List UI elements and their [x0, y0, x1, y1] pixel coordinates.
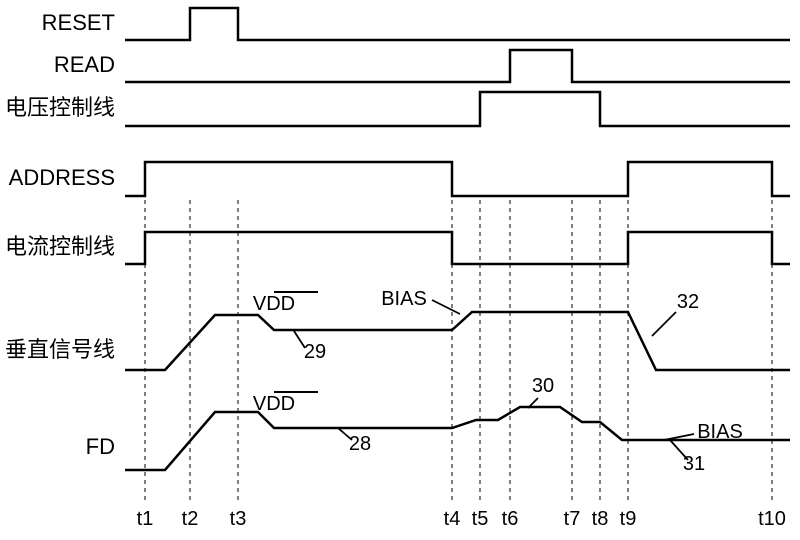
label-ICTRL: 电流控制线: [5, 234, 115, 259]
ann-VDD: VDD: [253, 393, 295, 415]
ann-29: 29: [304, 341, 326, 363]
label-FD: FD: [86, 434, 115, 459]
wave-ICTRL: [125, 232, 790, 264]
leader-0: [432, 300, 460, 314]
ann-32: 32: [677, 291, 699, 313]
ann-BIAS: BIAS: [697, 421, 743, 443]
wave-READ: [125, 50, 790, 82]
ann-VDD: VDD: [253, 293, 295, 315]
time-t6: t6: [502, 508, 519, 530]
leader-5: [670, 440, 688, 460]
time-t7: t7: [564, 508, 581, 530]
leader-4: [652, 312, 676, 336]
time-t10: t10: [758, 508, 786, 530]
time-t9: t9: [620, 508, 637, 530]
ann-31: 31: [683, 453, 705, 475]
time-t5: t5: [472, 508, 489, 530]
time-t8: t8: [592, 508, 609, 530]
ann-28: 28: [349, 433, 371, 455]
wave-VSIG: [125, 312, 790, 370]
time-guides: [145, 200, 772, 502]
wave-VCTRL: [125, 92, 790, 126]
annotations: VDD VDD BIAS BIAS 29 28 30 32 31: [253, 288, 743, 475]
time-t1: t1: [137, 508, 154, 530]
time-t3: t3: [230, 508, 247, 530]
time-t4: t4: [444, 508, 461, 530]
ann-30: 30: [532, 375, 554, 397]
label-ADDRESS: ADDRESS: [9, 165, 115, 190]
label-VCTRL: 电压控制线: [5, 95, 115, 120]
time-labels: t1 t2 t3 t4 t5 t6 t7 t8 t9 t10: [137, 508, 786, 530]
time-t2: t2: [182, 508, 199, 530]
leader-1: [294, 331, 305, 348]
ann-BIAS: BIAS: [381, 288, 427, 310]
label-READ: READ: [54, 52, 115, 77]
label-VSIG: 垂直信号线: [5, 337, 115, 362]
wave-RESET: [125, 8, 790, 40]
wave-ADDRESS: [125, 162, 790, 196]
label-RESET: RESET: [42, 10, 115, 35]
